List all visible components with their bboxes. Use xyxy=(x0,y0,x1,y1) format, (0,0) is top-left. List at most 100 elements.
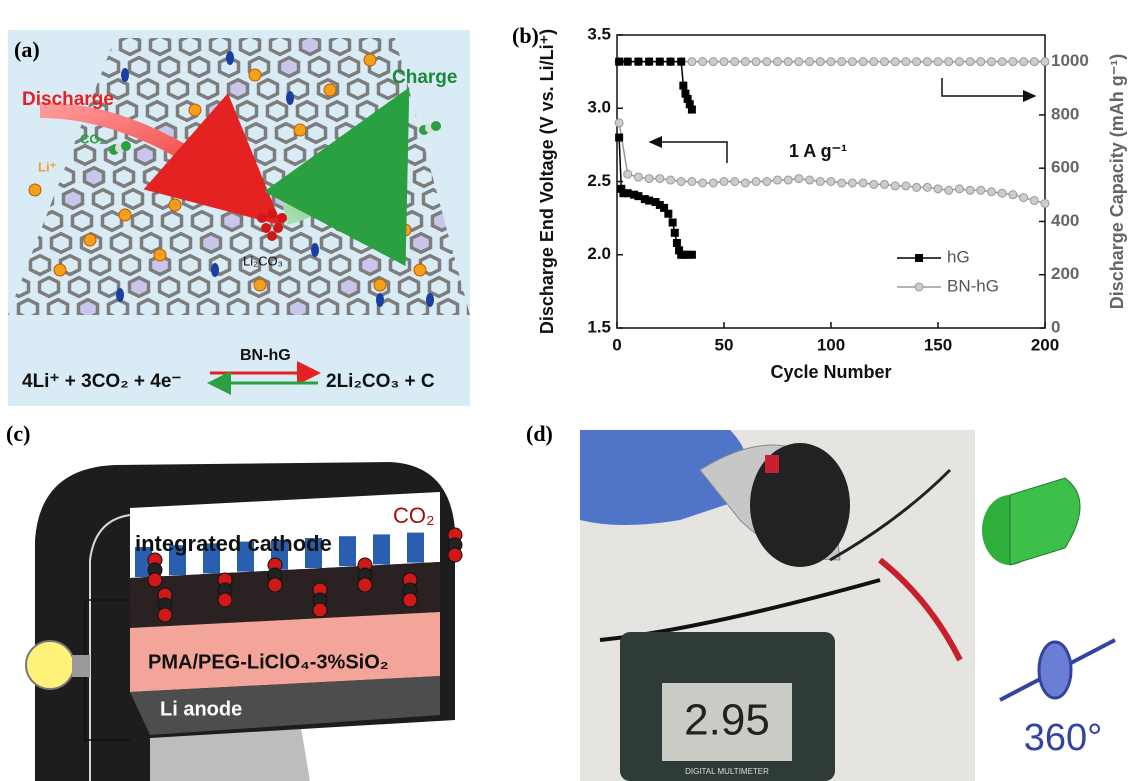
data-point xyxy=(945,58,953,66)
data-point xyxy=(998,58,1006,66)
data-point xyxy=(955,185,963,193)
data-point xyxy=(615,58,623,66)
li-ion xyxy=(364,54,376,66)
panel-label: (c) xyxy=(6,421,30,446)
nitrogen-atom xyxy=(116,288,124,302)
lattice-ring xyxy=(574,190,593,209)
lattice-ring xyxy=(568,102,587,121)
lattice-ring xyxy=(589,80,608,99)
data-point xyxy=(763,178,771,186)
co2-molecule-atom xyxy=(268,578,282,592)
data-point xyxy=(699,58,707,66)
product-atom xyxy=(277,213,287,223)
data-point xyxy=(752,178,760,186)
y-tick-label: 2.5 xyxy=(587,171,611,190)
data-point xyxy=(966,186,974,194)
lattice-ring xyxy=(64,190,83,209)
product-atom xyxy=(273,223,283,233)
data-point xyxy=(998,189,1006,197)
co2-label: CO₂ xyxy=(393,503,435,528)
y2-axis-label: Discharge Capacity (mAh g⁻¹) xyxy=(1107,54,1127,310)
data-point xyxy=(688,58,696,66)
legend-label: hG xyxy=(947,247,970,266)
data-point xyxy=(615,119,623,127)
lattice-ring xyxy=(580,58,599,77)
lattice-ring xyxy=(85,168,104,187)
data-point xyxy=(870,58,878,66)
lattice-ring xyxy=(556,146,575,165)
data-point xyxy=(677,58,685,66)
data-point xyxy=(1009,58,1017,66)
data-point xyxy=(881,180,889,188)
li-ion xyxy=(29,184,41,196)
data-point xyxy=(945,186,953,194)
data-point xyxy=(966,58,974,66)
data-point xyxy=(806,58,814,66)
data-point xyxy=(741,58,749,66)
lattice-ring xyxy=(481,256,500,275)
li-ion xyxy=(414,264,426,276)
co2-molecule-atom xyxy=(448,548,462,562)
lattice-ring xyxy=(361,256,380,275)
lattice-ring xyxy=(502,234,521,253)
lattice-ring xyxy=(490,278,509,297)
lattice-ring xyxy=(559,80,578,99)
lattice-ring xyxy=(208,102,227,121)
panel-label: (a) xyxy=(14,37,40,62)
data-point xyxy=(752,58,760,66)
li-ion xyxy=(119,209,131,221)
lattice-ring xyxy=(517,124,536,143)
data-point xyxy=(838,58,846,66)
pillar xyxy=(339,536,356,566)
data-point xyxy=(977,58,985,66)
nitrogen-atom xyxy=(376,193,384,207)
data-point xyxy=(709,58,717,66)
lattice-ring xyxy=(130,278,149,297)
data-point xyxy=(923,183,931,191)
co2-atom xyxy=(431,121,441,131)
y2-tick-label: 600 xyxy=(1051,158,1079,177)
bulb-base xyxy=(72,655,90,677)
data-point xyxy=(859,58,867,66)
data-point xyxy=(827,58,835,66)
right-axis-pointer xyxy=(942,78,1035,96)
data-point xyxy=(1030,58,1038,66)
product-atom xyxy=(267,231,277,241)
lattice-ring xyxy=(229,80,248,99)
data-point xyxy=(913,58,921,66)
meter-reading: 2.95 xyxy=(684,696,770,745)
data-point xyxy=(656,175,664,183)
li-ion xyxy=(189,104,201,116)
lattice-ring xyxy=(223,212,242,231)
data-point xyxy=(673,239,681,247)
light-bulb xyxy=(26,641,74,689)
cylinder-body xyxy=(1010,478,1080,565)
lattice-ring xyxy=(202,234,221,253)
cylinder-icon xyxy=(982,478,1080,565)
meter-label: DIGITAL MULTIMETER xyxy=(685,767,769,776)
lattice-ring xyxy=(499,80,518,99)
data-point xyxy=(664,210,672,218)
li-ion xyxy=(294,124,306,136)
li-ion xyxy=(84,234,96,246)
data-point xyxy=(720,178,728,186)
data-point xyxy=(688,106,696,114)
lattice-ring xyxy=(487,124,506,143)
co2-molecule-atom xyxy=(403,593,417,607)
data-point xyxy=(977,186,985,194)
data-point xyxy=(774,58,782,66)
data-point xyxy=(1020,58,1028,66)
data-point xyxy=(848,179,856,187)
data-point xyxy=(731,58,739,66)
product-atom xyxy=(261,223,271,233)
charge-label: Charge xyxy=(392,67,457,88)
li-ion xyxy=(254,279,266,291)
lattice-ring xyxy=(0,212,2,231)
co2-molecule-atom xyxy=(358,578,372,592)
data-point xyxy=(1041,199,1049,207)
nitrogen-atom xyxy=(211,263,219,277)
data-point xyxy=(934,185,942,193)
co2-molecule-atom xyxy=(313,603,327,617)
lattice-ring xyxy=(577,124,596,143)
data-point xyxy=(656,58,664,66)
